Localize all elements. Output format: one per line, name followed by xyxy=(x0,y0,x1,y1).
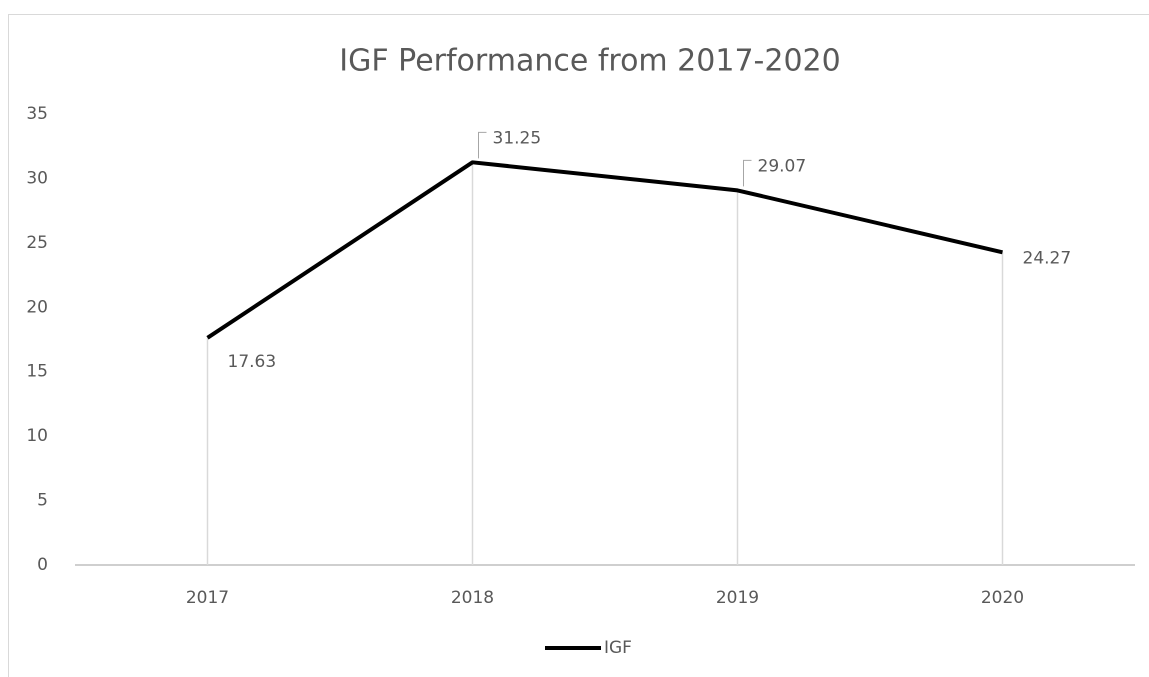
x-tick-label: 2019 xyxy=(716,588,759,608)
data-label: 29.07 xyxy=(758,156,807,176)
x-tick-label: 2017 xyxy=(186,588,229,608)
chart-title: IGF Performance from 2017-2020 xyxy=(339,44,840,79)
y-tick-label: 10 xyxy=(26,426,48,446)
y-tick-label: 20 xyxy=(26,297,48,317)
y-tick-label: 15 xyxy=(26,362,48,382)
data-label: 17.63 xyxy=(228,352,277,372)
chart-border xyxy=(8,14,1149,677)
y-tick-label: 0 xyxy=(37,555,48,575)
x-tick-label: 2018 xyxy=(451,588,494,608)
series-line xyxy=(206,160,1003,340)
label-leader xyxy=(743,159,752,187)
data-label: 24.27 xyxy=(1023,248,1072,268)
legend-label: IGF xyxy=(604,638,632,658)
y-tick-label: 5 xyxy=(37,491,48,511)
y-tick-label: 35 xyxy=(26,104,48,124)
label-leader xyxy=(478,131,487,159)
data-label: 31.25 xyxy=(493,128,542,148)
x-tick-label: 2020 xyxy=(981,588,1024,608)
y-tick-label: 30 xyxy=(26,168,48,188)
y-tick-label: 25 xyxy=(26,233,48,253)
